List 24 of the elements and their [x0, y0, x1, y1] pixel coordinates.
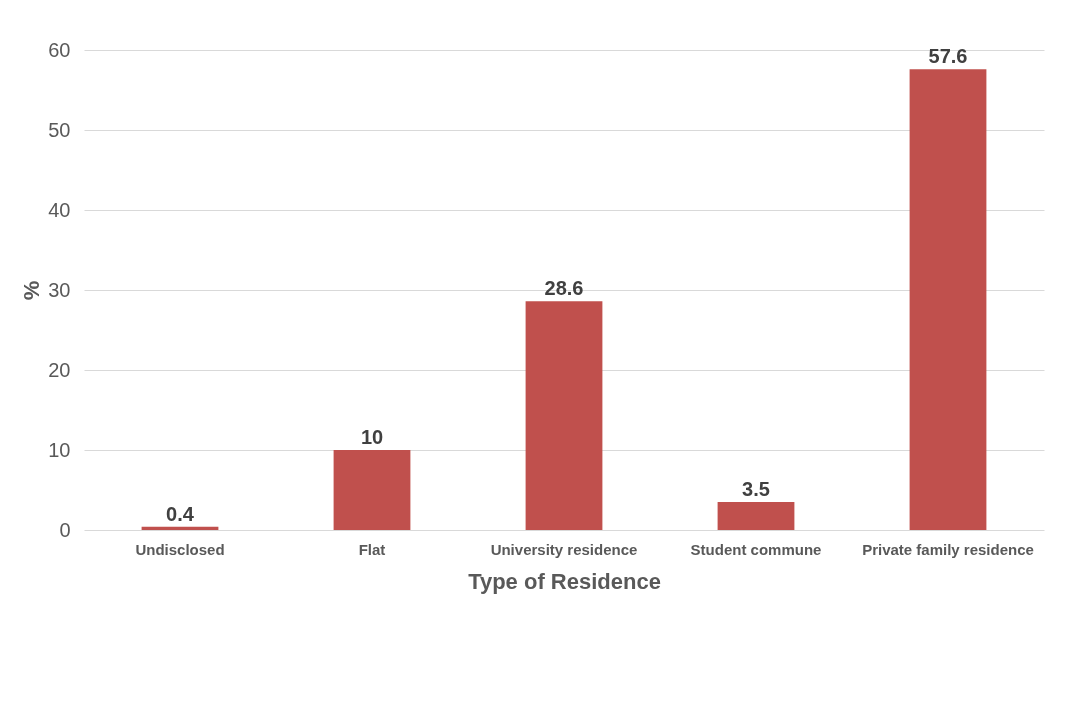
- data-label: 3.5: [742, 478, 770, 500]
- y-tick-label: 0: [59, 518, 71, 541]
- x-tick-label: Flat: [358, 540, 386, 558]
- x-axis-title: Type of Residence: [468, 568, 661, 594]
- data-label: 28.6: [544, 277, 584, 300]
- x-tick-label: Student commune: [690, 540, 822, 558]
- data-label: 10: [360, 426, 384, 448]
- bar: [333, 450, 411, 530]
- bar: [909, 69, 987, 530]
- y-tick-label: 10: [48, 438, 71, 461]
- bar: [141, 526, 219, 530]
- x-tick-label: Undisclosed: [135, 540, 225, 558]
- x-tick-label: Private family residence: [862, 540, 1034, 558]
- y-tick-label: 20: [48, 358, 71, 381]
- data-label: 0.4: [166, 502, 195, 525]
- data-label: 57.6: [928, 45, 968, 68]
- y-axis-title: %: [19, 280, 45, 301]
- y-tick-label: 50: [48, 118, 71, 141]
- x-tick-label: University residence: [490, 540, 638, 558]
- y-tick-label: 30: [48, 278, 71, 301]
- y-tick-label: 60: [48, 38, 71, 61]
- bar: [525, 301, 603, 530]
- y-tick-label: 40: [48, 198, 71, 221]
- bar: [717, 502, 795, 530]
